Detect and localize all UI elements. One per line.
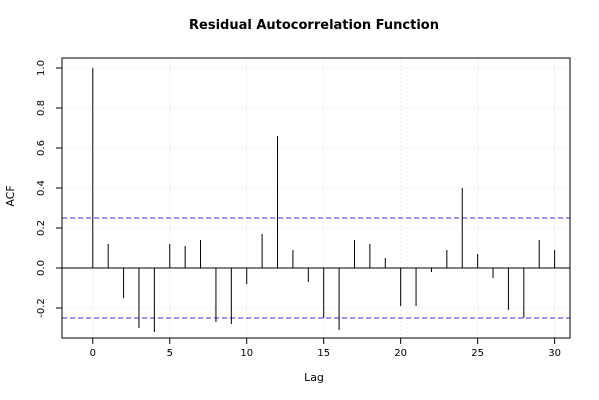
y-tick-label-3: 0.4 xyxy=(36,180,47,196)
x-tick-label-5: 25 xyxy=(471,348,484,359)
x-tick-label-3: 15 xyxy=(317,348,330,359)
y-axis: -0.2 0.0 0.2 0.4 0.6 0.8 1.0 xyxy=(36,60,62,318)
x-tick-label-1: 5 xyxy=(167,348,173,359)
y-tick-label-0: -0.2 xyxy=(36,298,47,318)
grid-lines xyxy=(62,58,570,338)
confidence-bounds xyxy=(62,217,570,319)
y-tick-label-1: 0.0 xyxy=(36,260,47,276)
x-tick-label-4: 20 xyxy=(394,348,407,359)
y-axis-label: ACF xyxy=(4,185,17,206)
x-tick-label-2: 10 xyxy=(240,348,253,359)
y-tick-label-4: 0.6 xyxy=(36,140,47,156)
y-tick-label-5: 0.8 xyxy=(36,100,47,116)
y-tick-label-6: 1.0 xyxy=(36,60,47,76)
plot-frame xyxy=(61,57,571,339)
acf-bars xyxy=(62,68,570,332)
x-axis-label: Lag xyxy=(304,371,324,384)
x-axis: 0 5 10 15 20 25 30 xyxy=(90,338,561,359)
y-tick-label-2: 0.2 xyxy=(36,220,47,236)
x-tick-label-6: 30 xyxy=(548,348,561,359)
x-tick-label-0: 0 xyxy=(90,348,96,359)
chart-title: Residual Autocorrelation Function xyxy=(189,18,439,33)
